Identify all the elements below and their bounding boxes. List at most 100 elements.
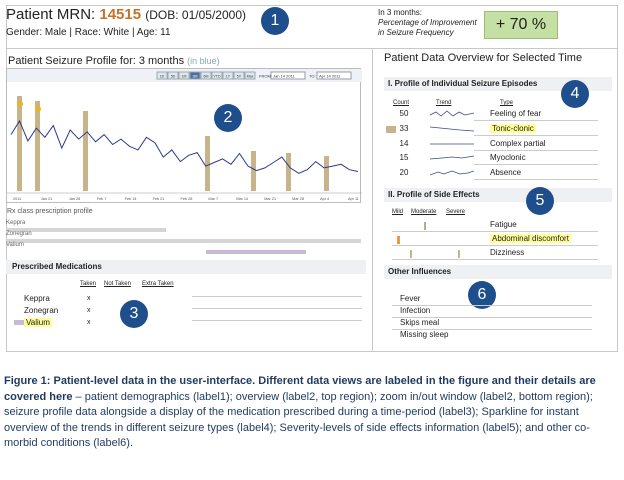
side-effect-rule — [392, 245, 598, 246]
side-effect-abdominal: Abdominal discomfort — [490, 234, 571, 243]
episode-type: Complex partial — [490, 139, 546, 148]
zoom-button[interactable] — [156, 71, 168, 80]
zoom-button-label: 6M — [204, 75, 209, 79]
episode-type: Feeling of fear — [490, 109, 542, 118]
rx-bar — [6, 239, 361, 243]
x-tick-label: Mar 28 — [292, 197, 304, 201]
caption-rest: – patient demographics (label1); overvie… — [4, 390, 593, 450]
seizure-profile-title: Patient Seizure Profile for: 3 months (i… — [8, 55, 220, 67]
x-tick-label: 2011 — [13, 197, 21, 201]
event-bar — [35, 101, 40, 191]
x-tick-label: Feb 21 — [153, 197, 165, 201]
x-tick-label: Mar 7 — [208, 197, 218, 201]
side-effects-header: II. Profile of Side Effects — [384, 188, 612, 202]
zoom-button[interactable] — [244, 71, 256, 80]
severity-mark — [397, 236, 400, 244]
x-tick-label: Apr 4 — [320, 197, 329, 201]
demographics: Gender: Male | Race: White | Age: 11 — [6, 27, 171, 38]
seizure-chart[interactable]: 1D 5D 1M 3M 6M YTD 1Y 5Y Max FROM: Jan 14 2011 TO: A… — [6, 68, 362, 203]
seizure-profile-title-text: Patient Seizure Profile for: 3 months — [8, 55, 185, 67]
med-line — [192, 320, 362, 321]
med-mark: x — [87, 319, 91, 326]
zoom-button-label: 1M — [182, 75, 187, 79]
zoom-button[interactable] — [222, 71, 234, 80]
sparkline-fear — [430, 110, 474, 117]
col-moderate: Moderate — [411, 209, 437, 215]
improvement-desc-1: Percentage of Improvement — [378, 18, 477, 27]
med-row-zonegran: Zonegran — [24, 306, 59, 315]
zoom-button[interactable] — [189, 71, 201, 80]
zoom-button-label: 3M — [193, 75, 198, 79]
other-infection: Infection — [400, 306, 431, 315]
rx-name: Keppra — [6, 220, 26, 226]
med-row-valium: Valium — [24, 318, 52, 327]
rx-name: Zonegran — [6, 231, 32, 237]
rx-bar — [206, 250, 306, 254]
side-effect-rule — [392, 231, 598, 232]
episode-rule — [474, 150, 598, 151]
patient-label: Patient MRN: — [6, 6, 96, 23]
zoom-button[interactable] — [233, 71, 245, 80]
rx-row-zonegran: Zonegran — [6, 231, 361, 243]
to-date: Apr 14 2011 — [319, 74, 341, 79]
patient-header: Patient MRN: 14515 (DOB: 01/05/2000) Gen… — [6, 6, 246, 38]
rx-class-label: Rx class prescription profile — [7, 208, 93, 215]
sparkline-tonic — [430, 126, 474, 132]
tonic-marker — [386, 126, 396, 133]
side-effect-text: Abdominal discomfort — [490, 234, 571, 243]
vertical-divider — [372, 48, 373, 352]
zoom-button-label: YTD — [213, 75, 221, 79]
med-line — [192, 308, 362, 309]
sparkline-complex — [430, 143, 474, 145]
zoom-button[interactable] — [178, 71, 190, 80]
episode-rule — [474, 164, 598, 165]
sparkline-myoclonic — [430, 155, 474, 160]
episode-type: Myoclonic — [490, 153, 526, 162]
seizure-line — [10, 119, 359, 174]
episode-rule — [474, 179, 598, 180]
event-bar — [205, 136, 210, 191]
improvement-value: + 70 % — [484, 11, 558, 39]
x-tick-label: Jan 28 — [69, 197, 80, 201]
col-type: Type — [500, 100, 514, 106]
other-influences-header: Other Influences — [384, 265, 612, 279]
episode-count: 33 — [399, 124, 409, 133]
rx-row-keppra: Keppra — [6, 220, 361, 232]
episode-type-text: Tonic-clonic — [490, 124, 536, 133]
zoom-button[interactable] — [211, 71, 223, 80]
to-date-input[interactable] — [316, 71, 352, 80]
col-severe: Severe — [446, 209, 466, 215]
episode-rule — [474, 120, 598, 121]
improvement-period: In 3 months: — [378, 8, 423, 17]
from-date-input[interactable] — [270, 71, 306, 80]
side-effect-fatigue: Fatigue — [490, 220, 517, 229]
x-tick-label: Feb 7 — [97, 197, 107, 201]
med-mark: x — [87, 307, 91, 314]
zoom-button-label: 5D — [171, 75, 176, 79]
x-tick-label: Mar 14 — [236, 197, 248, 201]
severity-mark — [458, 250, 460, 258]
severity-mark — [410, 250, 412, 258]
zoom-button-label: Max — [247, 75, 254, 79]
overview-title: Patient Data Overview for Selected Time — [384, 52, 583, 64]
zoom-button-label: 1Y — [226, 75, 231, 79]
improvement-label: In 3 months: Percentage of Improvement i… — [378, 8, 477, 38]
x-tick-label: Feb 28 — [181, 197, 193, 201]
other-fever: Fever — [400, 294, 421, 303]
other-rule — [392, 317, 592, 318]
episodes-header: I. Profile of Individual Seizure Episode… — [384, 77, 612, 91]
valium-marker — [14, 320, 26, 325]
zoom-button[interactable] — [167, 71, 179, 80]
event-bar — [17, 96, 22, 191]
col-taken: Taken — [80, 281, 97, 287]
episode-type: Tonic-clonic — [490, 124, 536, 133]
zoom-button[interactable] — [200, 71, 212, 80]
seizure-chart-svg: 1D 5D 1M 3M 6M YTD 1Y 5Y Max FROM: Jan 14 2011 TO: A… — [7, 69, 362, 201]
label-badge-4: 4 — [561, 80, 589, 108]
label-badge-1: 1 — [261, 7, 289, 35]
col-trend: Trend — [436, 100, 452, 106]
from-date: Jan 14 2011 — [273, 74, 295, 79]
side-effect-dizziness: Dizziness — [490, 248, 525, 257]
rx-bar — [6, 228, 166, 232]
col-not-taken: Not Taken — [104, 281, 131, 287]
